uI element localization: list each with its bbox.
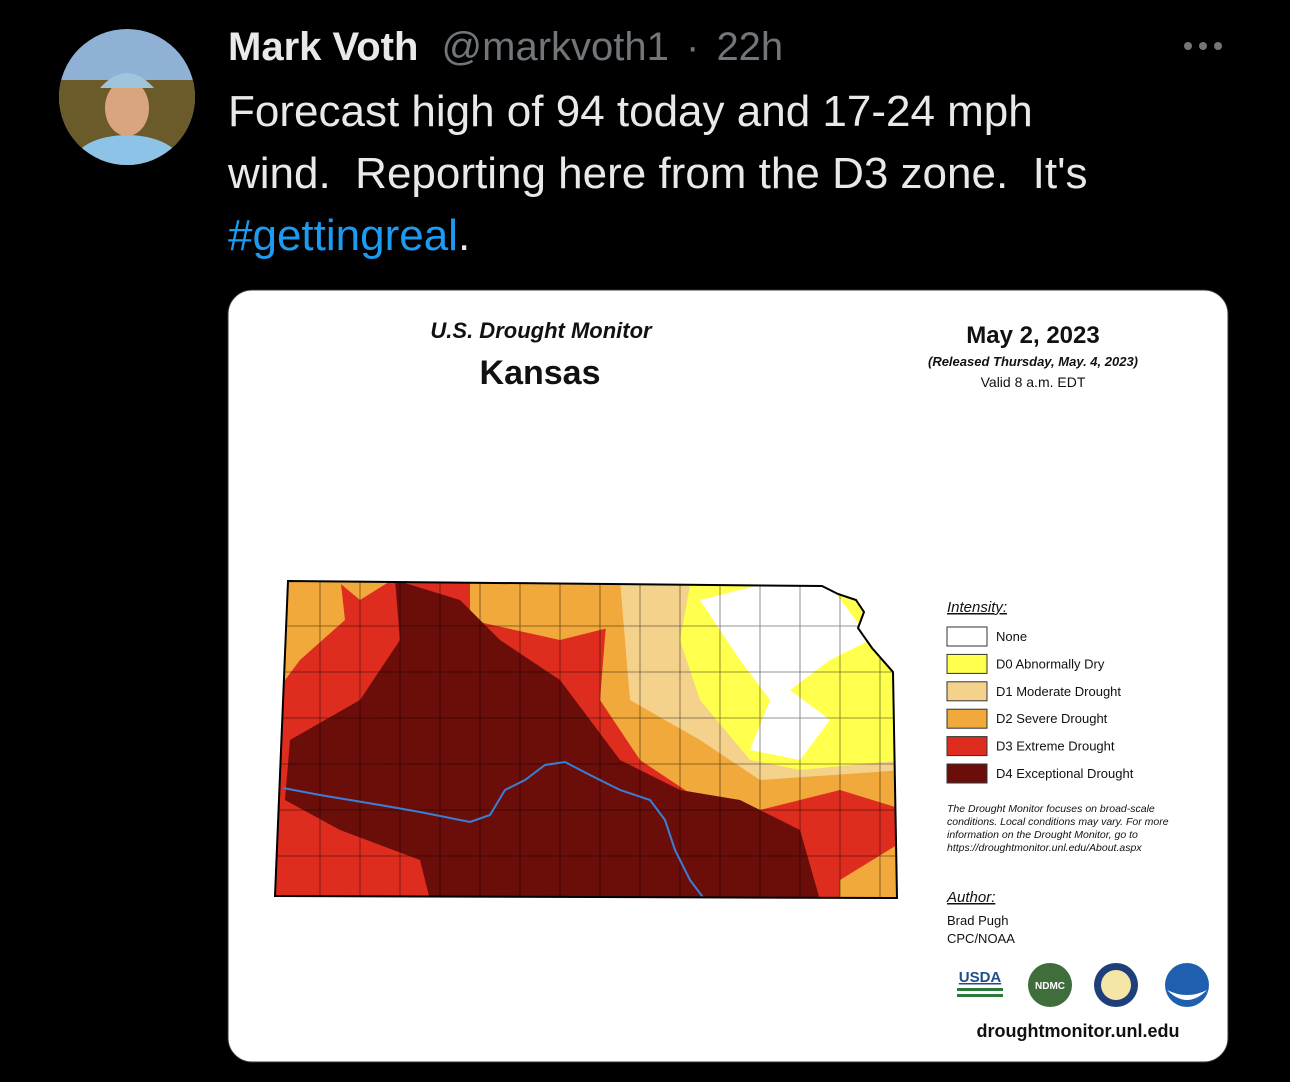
valid-time: Valid 8 a.m. EDT (981, 374, 1086, 390)
more-button[interactable] (1184, 42, 1222, 50)
tweet-text-line: Forecast high of 94 today and 17-24 mph (228, 87, 1033, 136)
legend-swatch (946, 681, 988, 702)
hashtag[interactable]: #gettingreal (228, 211, 458, 260)
release-date: (Released Thursday, May. 4, 2023) (928, 354, 1138, 369)
legend-label: D3 Extreme Drought (996, 739, 1115, 754)
separator: · (686, 25, 699, 69)
author: Brad Pugh CPC/NOAA (947, 913, 1015, 946)
author-name[interactable]: Mark Voth (228, 25, 418, 69)
logos: USDA NDMC (957, 963, 1209, 1007)
legend-title: Intensity: (947, 599, 1007, 616)
legend-swatch (946, 763, 988, 784)
legend-label: D1 Moderate Drought (996, 684, 1121, 699)
state-border (273, 579, 899, 900)
author-line: CPC/NOAA (947, 931, 1015, 946)
legend-label: D4 Exceptional Drought (996, 766, 1134, 781)
note: The Drought Monitor focuses on broad-sca… (947, 803, 1169, 854)
text-end: . (458, 211, 470, 260)
tweet-header: Mark Voth @markvoth1 · 22h (228, 25, 783, 69)
kansas-map (275, 581, 897, 898)
author-title: Author: (946, 889, 995, 906)
author-line: Brad Pugh (947, 913, 1008, 928)
avatar[interactable] (59, 29, 195, 195)
legend: None D0 Abnormally Dry D1 Moderate Drought… (946, 626, 1134, 784)
note-line: conditions. Local conditions may vary. F… (947, 816, 1169, 828)
legend-label: D0 Abnormally Dry (996, 656, 1105, 671)
legend-label: None (996, 629, 1027, 644)
note-line: information on the Drought Monitor, go t… (947, 829, 1138, 841)
legend-label: D2 Severe Drought (996, 711, 1108, 726)
timestamp[interactable]: 22h (716, 25, 783, 69)
map-title: U.S. Drought Monitor (430, 318, 653, 343)
note-line: The Drought Monitor focuses on broad-sca… (947, 803, 1155, 815)
legend-swatch (946, 653, 988, 674)
tweet-text-line: #gettingreal. (228, 211, 470, 260)
map-url: droughtmonitor.unl.edu (977, 1021, 1180, 1041)
logo-ndmc: NDMC (1035, 981, 1065, 992)
legend-swatch (946, 736, 988, 757)
map-date: May 2, 2023 (966, 322, 1099, 349)
map-state: Kansas (480, 354, 601, 392)
logo-usda: USDA (959, 969, 1002, 986)
legend-swatch (946, 626, 988, 647)
handle[interactable]: @markvoth1 (442, 25, 669, 69)
note-line: https://droughtmonitor.unl.edu/About.asp… (947, 842, 1142, 854)
tweet-text-line: wind. Reporting here from the D3 zone. I… (227, 149, 1087, 198)
media-card[interactable]: U.S. Drought Monitor Kansas May 2, 2023 … (227, 289, 1229, 1063)
legend-swatch (946, 708, 988, 729)
